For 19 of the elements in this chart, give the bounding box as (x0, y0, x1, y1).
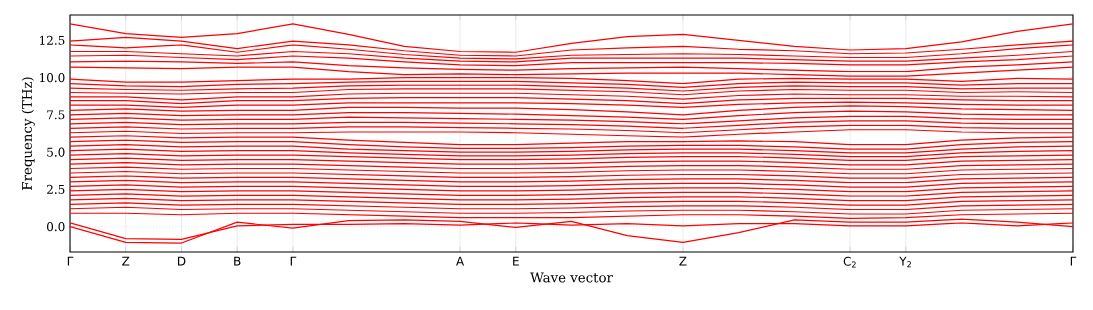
x-tick-label: C$_{2}$ (843, 256, 856, 268)
y-tick-label: 7.5 (47, 110, 65, 120)
x-axis-title: Wave vector (530, 272, 613, 283)
y-tick-label: 10.0 (40, 73, 65, 83)
x-tick-label: Γ (290, 256, 297, 266)
x-tick-label: A (456, 256, 465, 266)
x-tick-label: Z (679, 256, 687, 266)
y-tick-label: 12.5 (40, 35, 65, 45)
x-tick-label: Y$_{2}$ (899, 256, 911, 268)
y-tick-label: 5.0 (47, 147, 65, 157)
x-tick-label: D (178, 256, 186, 266)
y-tick-label: 0.0 (47, 222, 65, 232)
y-axis-title: Frequency (THz) (21, 77, 35, 190)
y-tick-label: 2.5 (47, 184, 65, 194)
x-tick-label: E (513, 256, 519, 266)
x-tick-label: B (234, 256, 241, 266)
x-tick-label: Γ (67, 256, 74, 266)
x-tick-label: Z (122, 256, 130, 266)
x-tick-label: Γ (1070, 256, 1077, 266)
